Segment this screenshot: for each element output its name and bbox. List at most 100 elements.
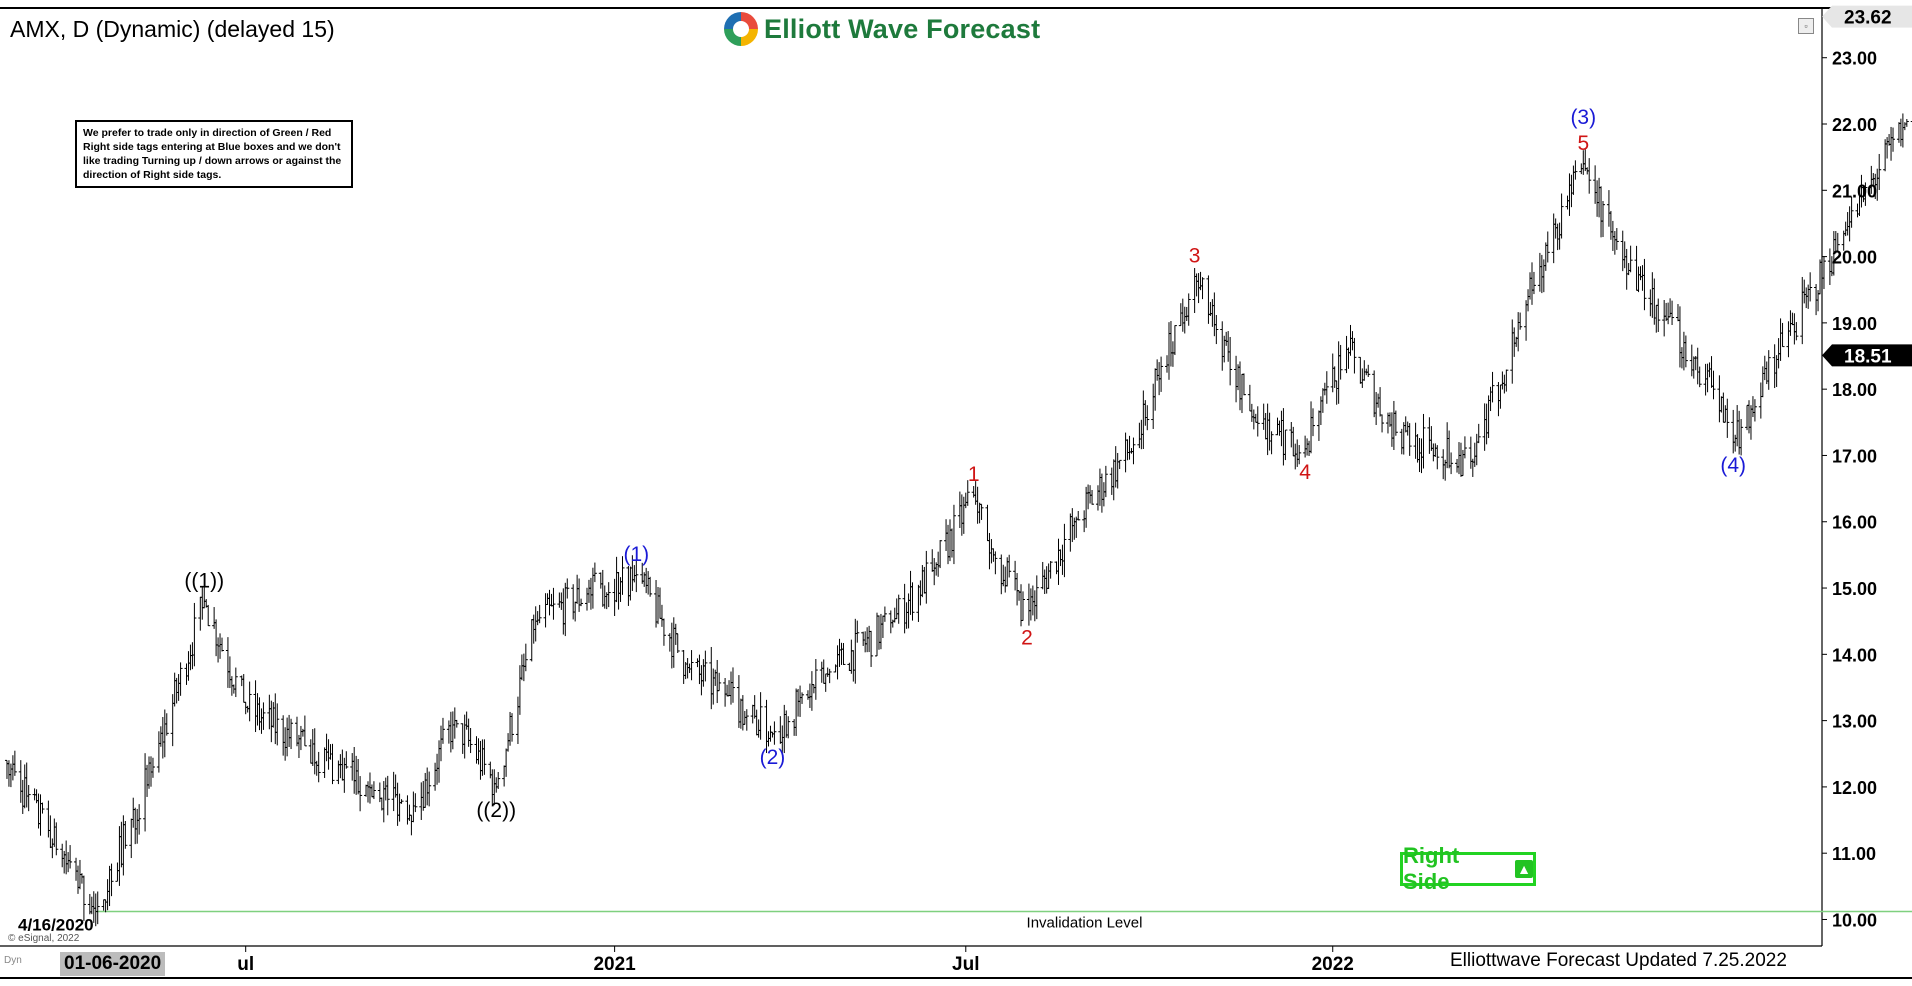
wave-label: (2) [760, 746, 786, 769]
invalidation-date: 4/16/2020 [18, 916, 94, 935]
price-bar [1241, 373, 1246, 396]
price-bar [1311, 408, 1316, 437]
price-bar [1642, 258, 1647, 311]
price-bar [551, 587, 556, 620]
price-bar [468, 727, 473, 754]
wave-label: ((2)) [476, 799, 516, 822]
price-bar [1159, 356, 1164, 392]
price-bar [565, 578, 570, 599]
price-bar [786, 716, 791, 739]
price-bar [95, 891, 100, 925]
wave-label: (1) [623, 543, 649, 566]
price-bar [247, 681, 252, 722]
price-bar [482, 739, 487, 775]
price-bar [26, 785, 31, 812]
price-bar [1490, 371, 1495, 403]
price-bar [1670, 300, 1675, 326]
price-bar [1877, 153, 1882, 190]
price-bar [979, 503, 984, 520]
price-bar [344, 751, 349, 769]
last-price-tag-bg [1822, 344, 1912, 367]
price-bar [1255, 406, 1260, 437]
start-date-box[interactable]: 01-06-2020 [60, 952, 166, 976]
y-tick-label: 16.00 [1832, 513, 1877, 533]
restore-window-icon[interactable]: ▫ [1798, 18, 1814, 34]
price-bar [924, 550, 929, 604]
price-bar [399, 799, 404, 804]
price-bar [81, 875, 86, 921]
right-side-tag: Right Side ▲ [1400, 843, 1536, 894]
price-bar [1518, 312, 1523, 330]
chart-title: AMX, D (Dynamic) (delayed 15) [10, 16, 335, 42]
price-bar [1697, 366, 1702, 388]
price-bar [413, 793, 418, 813]
price-bar [206, 604, 211, 627]
price-bar [1766, 350, 1771, 390]
wave-label: 1 [968, 463, 980, 486]
price-bar [427, 771, 432, 807]
price-bar [1891, 127, 1896, 152]
price-bar [910, 582, 915, 621]
price-bar [192, 602, 197, 667]
price-bar [730, 667, 735, 703]
price-bar [496, 772, 501, 789]
price-bar [661, 618, 666, 646]
price-bar [1628, 245, 1633, 273]
y-tick-label: 22.00 [1832, 115, 1877, 135]
price-bar [1601, 201, 1606, 238]
wave-label: 2 [1021, 627, 1033, 650]
price-bar [316, 751, 321, 783]
axis-layer: 10.00 11.00 12.00 13.00 14.00 15.00 16.00 17.00… [237, 5, 1912, 975]
price-bar [261, 702, 266, 730]
price-bar [1186, 293, 1191, 326]
price-bar [1200, 277, 1205, 300]
y-tick-label: 15.00 [1832, 579, 1877, 599]
arrow-up-icon: ▲ [1515, 860, 1533, 878]
price-bar [523, 643, 528, 672]
price-bar [717, 672, 722, 692]
top-price-tag: 23.62 [1844, 8, 1892, 29]
blue-box-layer: 1 (16.83)1.618 (14.48)Invalidation Level… [18, 910, 1912, 935]
price-bar [1683, 335, 1688, 368]
trading-note: We prefer to trade only in direction of … [75, 120, 353, 188]
y-tick-label: 19.00 [1832, 314, 1877, 334]
price-bar [1338, 344, 1343, 380]
price-bar [1904, 118, 1909, 127]
price-bar [1849, 196, 1854, 228]
wave-label: (3) [1570, 106, 1596, 129]
price-bar [938, 540, 943, 569]
price-bar [1062, 523, 1067, 578]
price-bar [1587, 158, 1592, 194]
copyright: © eSignal, 2022 [8, 933, 80, 944]
price-bar [869, 630, 874, 667]
price-bar [606, 582, 611, 608]
price-bar [12, 750, 17, 776]
price-bar [1725, 398, 1730, 438]
y-tick-label: 23.00 [1832, 49, 1877, 69]
price-bar [827, 668, 832, 684]
price-bar [634, 559, 639, 593]
price-bar [703, 650, 708, 682]
price-bars-layer [4, 113, 1912, 927]
invalidation-label: Invalidation Level [1027, 915, 1143, 932]
elliott-wave-logo: Elliott Wave Forecast [724, 12, 1040, 46]
price-bar [1172, 325, 1177, 356]
y-tick-label: 14.00 [1832, 645, 1877, 665]
price-bar [993, 551, 998, 575]
x-tick-label: ul [237, 954, 254, 975]
wave-label: 4 [1299, 461, 1311, 484]
price-bar [1117, 459, 1122, 470]
price-bar [1393, 410, 1398, 436]
price-bar [1780, 322, 1785, 348]
price-bar [302, 715, 307, 747]
price-bar [1366, 364, 1371, 377]
logo-text: Elliott Wave Forecast [764, 13, 1041, 44]
price-bar [800, 692, 805, 704]
price-bar [123, 820, 128, 849]
price-bar [164, 713, 169, 736]
wave-label: ((1)) [184, 569, 224, 592]
wave-label: 5 [1577, 132, 1589, 155]
y-tick-label: 18.00 [1832, 380, 1877, 400]
last-price-tag: 18.51 [1844, 346, 1892, 367]
